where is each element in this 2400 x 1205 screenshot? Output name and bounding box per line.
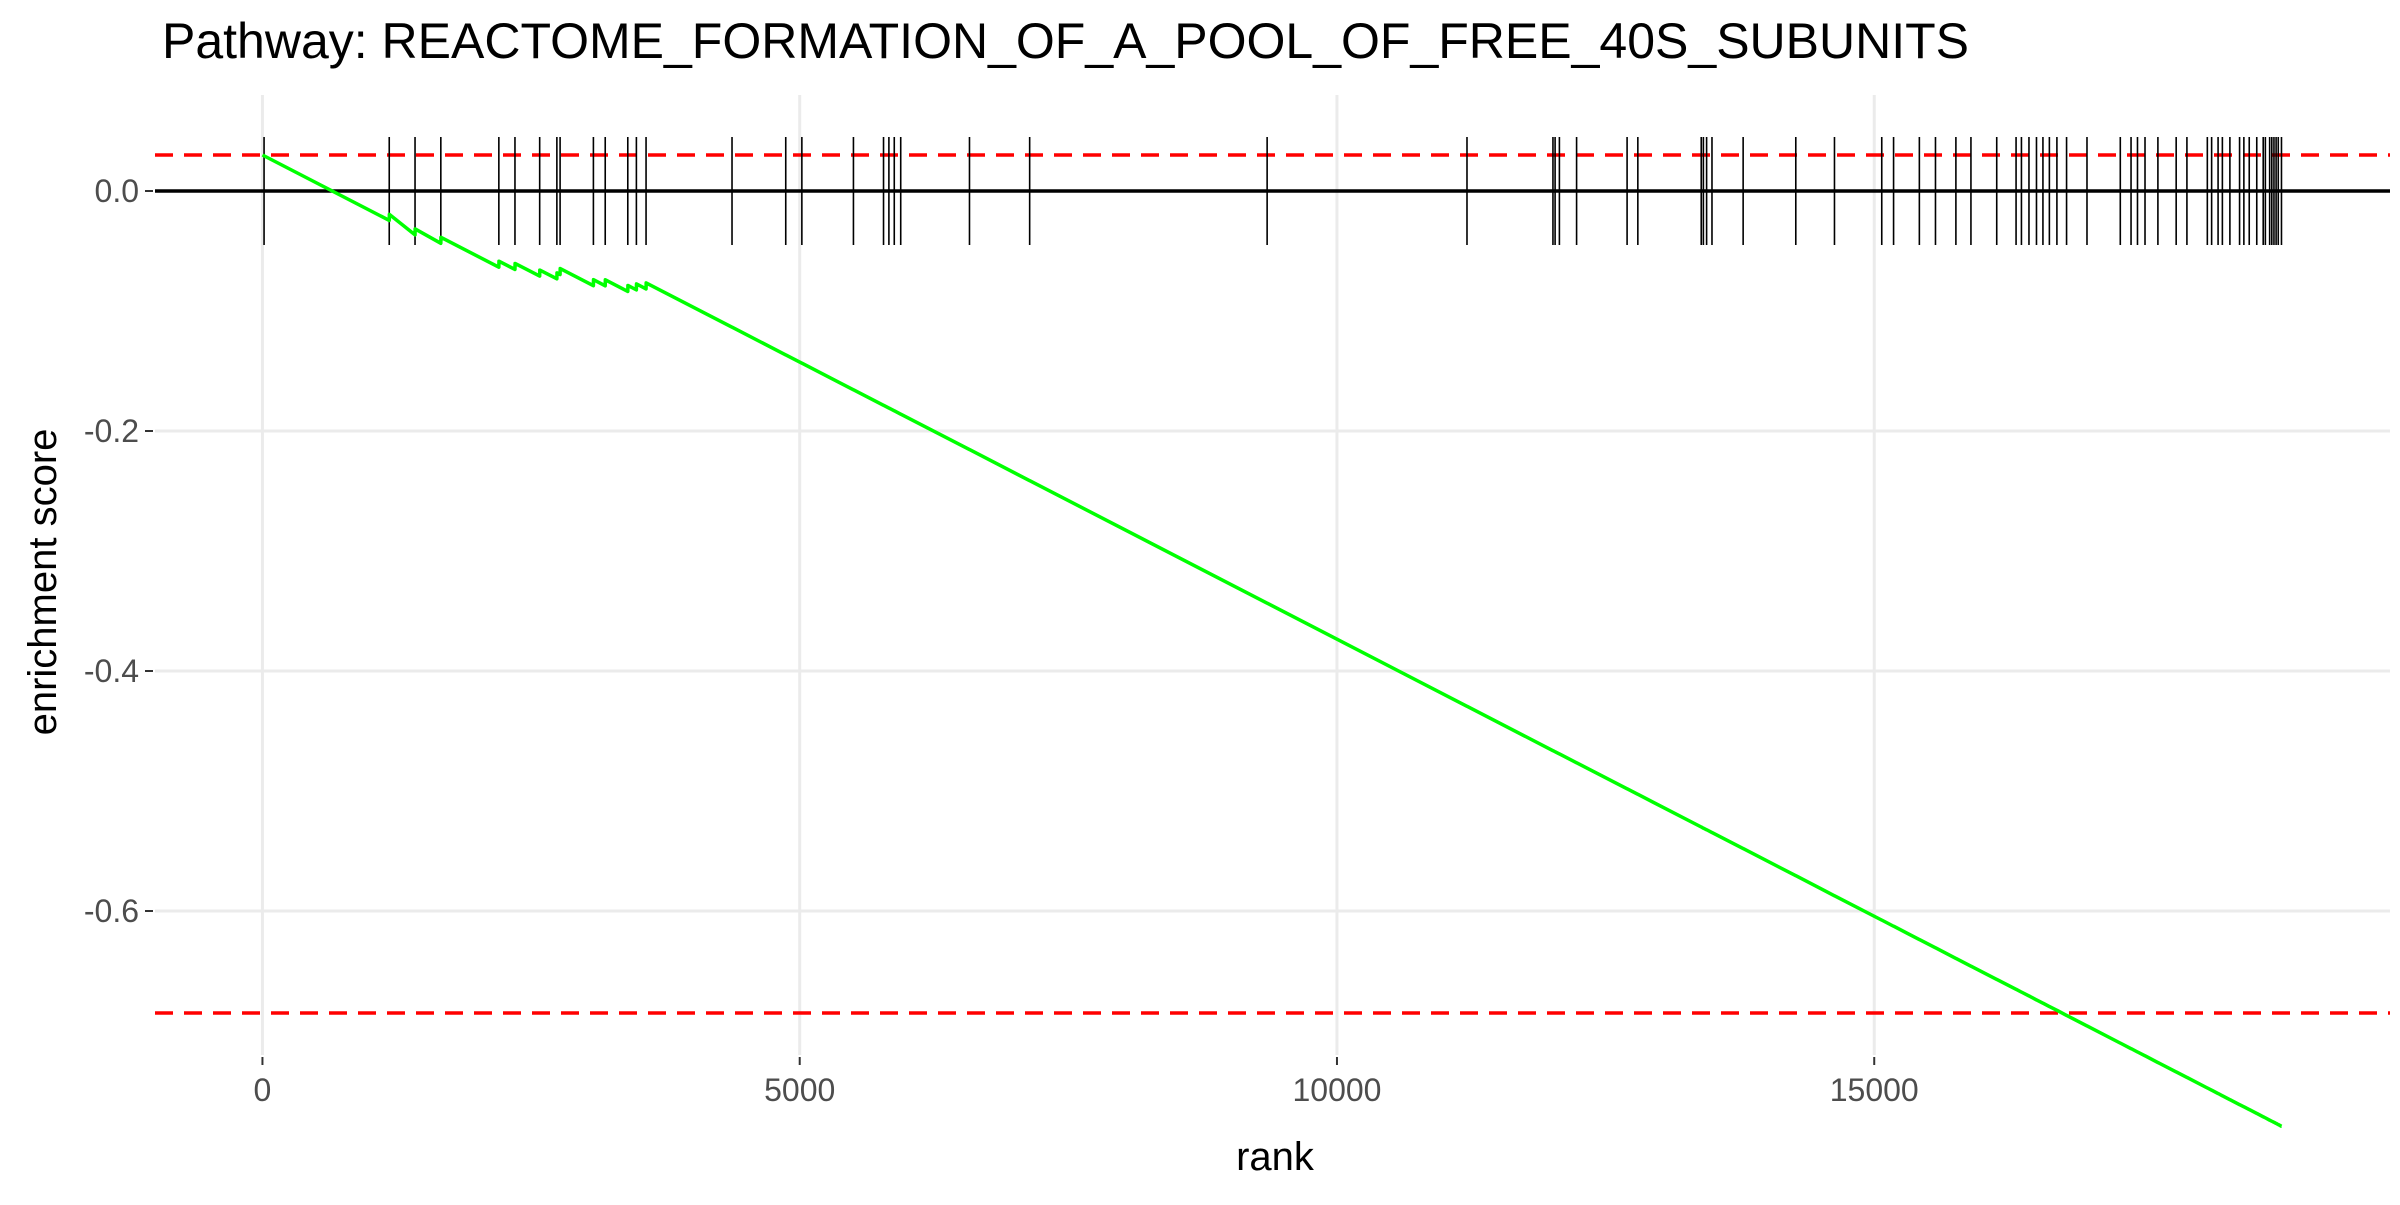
x-tick-label: 10000 [1292, 1072, 1381, 1108]
reference-lines [155, 153, 2390, 1015]
y-axis-label: enrichment score [21, 429, 65, 736]
chart-title: Pathway: REACTOME_FORMATION_OF_A_POOL_OF… [162, 13, 1969, 69]
axes: 0 5000 10000 15000 -0.6 -0.4 -0.2 0.0 [84, 173, 1919, 1108]
grid [155, 95, 2390, 1055]
y-tick-label: -0.6 [84, 893, 139, 929]
x-tick-label: 5000 [764, 1072, 835, 1108]
y-tick-label: 0.0 [95, 173, 139, 209]
gene-rank-ticks [263, 137, 2283, 245]
x-axis-label: rank [1236, 1135, 1315, 1179]
enrichment-score-curve [261, 153, 2284, 1129]
enrichment-curve-group [261, 153, 2284, 1129]
x-tick-label: 15000 [1830, 1072, 1919, 1108]
y-tick-label: -0.4 [84, 653, 139, 689]
y-tick-label: -0.2 [84, 413, 139, 449]
x-tick-label: 0 [254, 1072, 272, 1108]
